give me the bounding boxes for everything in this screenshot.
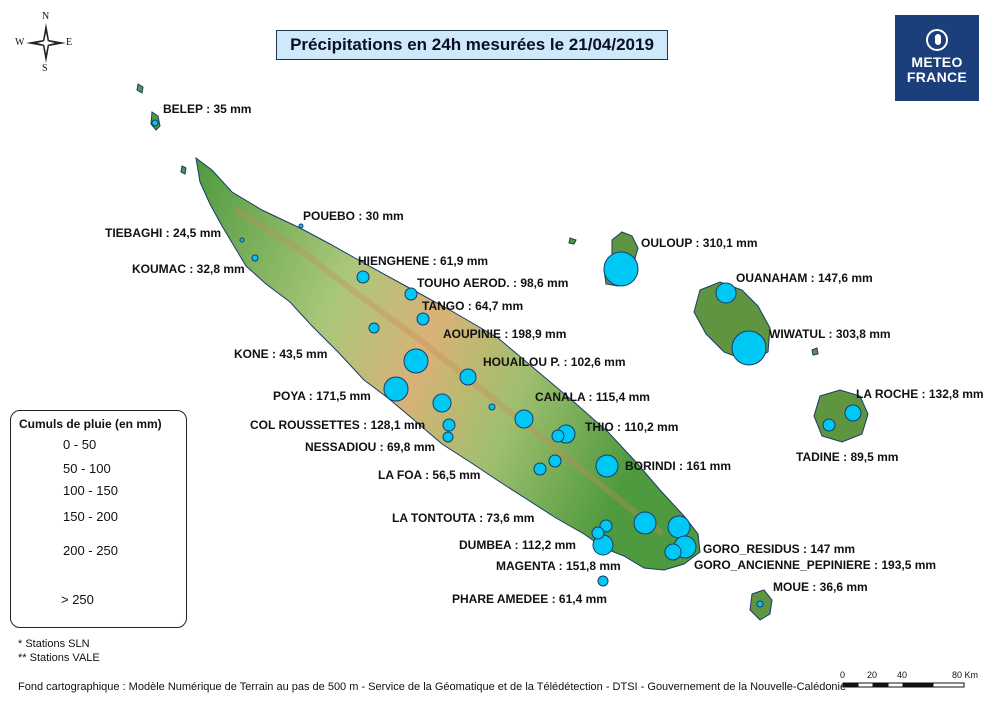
grande-terre-island — [195, 156, 701, 571]
label-la-roche: LA ROCHE : 132,8 mm — [856, 387, 984, 401]
station-poya-marker — [383, 376, 409, 402]
compass-east: E — [66, 37, 73, 48]
scale-tick-0: 0 — [840, 670, 846, 680]
label-thio: THIO : 110,2 mm — [585, 420, 679, 434]
legend-class-4: 150 - 200 — [63, 509, 118, 524]
station-circles — [151, 119, 862, 608]
label-borindi: BORINDI : 161 mm — [625, 459, 732, 473]
legend-class-1: 0 - 50 — [63, 437, 97, 452]
station-magenta-marker — [633, 511, 657, 535]
compass-west: W — [15, 37, 25, 48]
footer-credit: Fond cartographique : Modèle Numérique d… — [18, 681, 847, 693]
station-goro-residus-marker — [667, 515, 691, 539]
logo-line-1: METEO — [911, 54, 963, 70]
legend-class-2: 50 - 100 — [63, 461, 111, 476]
label-canala: CANALA : 115,4 mm — [535, 390, 650, 404]
station-la-roche-marker — [844, 404, 862, 422]
station-belep-marker — [151, 119, 159, 127]
station-phare-amedee-marker — [597, 575, 609, 587]
islet — [180, 165, 187, 175]
scale-tick-20: 20 — [867, 670, 878, 680]
label-nessadiou: NESSADIOU : 69,8 mm — [305, 440, 436, 454]
station-touho-marker — [404, 287, 418, 301]
station-aoupinie-marker — [403, 348, 429, 374]
station-kone-marker — [368, 322, 380, 334]
legend-box: Cumuls de pluie (en mm) 0 - 50 50 - 100 … — [10, 410, 187, 628]
station-la-foa-marker — [533, 462, 547, 476]
label-goro-anc: GORO_ANCIENNE_PEPINIERE : 193,5 mm — [694, 558, 937, 572]
label-tadine: TADINE : 89,5 mm — [796, 450, 899, 464]
note-vale: ** Stations VALE — [18, 652, 100, 664]
label-aoupinie: AOUPINIE : 198,9 mm — [443, 327, 567, 341]
label-tiebaghi: TIEBAGHI : 24,5 mm — [105, 226, 222, 240]
station-extra-marker — [551, 429, 565, 443]
islet — [568, 237, 577, 245]
compass-south: S — [42, 63, 48, 74]
station-wiwatul-marker — [731, 330, 767, 366]
station-hienghene-marker — [356, 270, 370, 284]
label-moue: MOUE : 36,6 mm — [773, 580, 868, 594]
scale-tick-40: 40 — [897, 670, 908, 680]
islet — [136, 83, 144, 94]
station-col-roussettes-marker — [432, 393, 452, 413]
station-nessadiou-marker — [442, 418, 456, 432]
label-la-foa: LA FOA : 56,5 mm — [378, 468, 481, 482]
tiga-island — [811, 347, 819, 356]
legend-class-3: 100 - 150 — [63, 483, 118, 498]
legend-class-5: 200 - 250 — [63, 543, 118, 558]
station-notes: * Stations SLN ** Stations VALE — [18, 637, 100, 665]
label-dumbea: DUMBEA : 112,2 mm — [459, 538, 576, 552]
label-hienghene: HIENGHENE : 61,9 mm — [358, 254, 489, 268]
station-ouanaham-marker — [715, 282, 737, 304]
station-houailou-marker — [459, 368, 477, 386]
station-extra-marker — [591, 526, 605, 540]
label-belep: BELEP : 35 mm — [163, 102, 252, 116]
station-tiebaghi-marker — [239, 237, 245, 243]
station-canala-marker — [514, 409, 534, 429]
label-kone: KONE : 43,5 mm — [234, 347, 328, 361]
label-tango: TANGO : 64,7 mm — [422, 299, 524, 313]
station-extra-marker — [664, 543, 682, 561]
logo-line-2: FRANCE — [906, 69, 968, 85]
label-koumac: KOUMAC : 32,8 mm — [132, 262, 245, 276]
label-touho: TOUHO AEROD. : 98,6 mm — [417, 276, 569, 290]
station-tadine-marker — [822, 418, 836, 432]
legend-class-6: > 250 — [61, 592, 94, 607]
label-col-roussettes: COL ROUSSETTES : 128,1 mm — [250, 418, 426, 432]
station-extra-marker — [442, 431, 454, 443]
label-goro-residus: GORO_RESIDUS : 147 mm — [703, 542, 856, 556]
station-extra-marker — [488, 403, 496, 411]
station-tango-marker — [416, 312, 430, 326]
label-ouanaham: OUANAHAM : 147,6 mm — [736, 271, 873, 285]
label-wiwatul: WIWATUL : 303,8 mm — [769, 327, 891, 341]
note-sln: * Stations SLN — [18, 638, 90, 650]
station-extra-marker — [548, 454, 562, 468]
meteo-france-logo: METEO FRANCE — [895, 15, 979, 101]
meteo-france-mark-icon — [926, 29, 948, 51]
label-magenta: MAGENTA : 151,8 mm — [496, 559, 621, 573]
compass-rose — [26, 23, 66, 63]
scale-bar — [842, 682, 965, 688]
station-ouloup-marker — [603, 251, 639, 287]
map-title: Précipitations en 24h mesurées le 21/04/… — [276, 30, 668, 60]
label-ouloup: OULOUP : 310,1 mm — [641, 236, 758, 250]
station-koumac-marker — [251, 254, 259, 262]
label-poya: POYA : 171,5 mm — [273, 389, 371, 403]
scale-tick-80: 80 Km — [952, 670, 979, 680]
compass-north: N — [42, 11, 50, 22]
station-pouebo-marker — [298, 223, 304, 229]
label-phare-amedee: PHARE AMEDEE : 61,4 mm — [452, 592, 607, 606]
label-la-tontouta: LA TONTOUTA : 73,6 mm — [392, 511, 535, 525]
station-moue-marker — [756, 600, 764, 608]
label-pouebo: POUEBO : 30 mm — [303, 209, 404, 223]
legend-title: Cumuls de pluie (en mm) — [19, 417, 162, 431]
label-houailou: HOUAILOU P. : 102,6 mm — [483, 355, 626, 369]
station-borindi-marker — [595, 454, 619, 478]
